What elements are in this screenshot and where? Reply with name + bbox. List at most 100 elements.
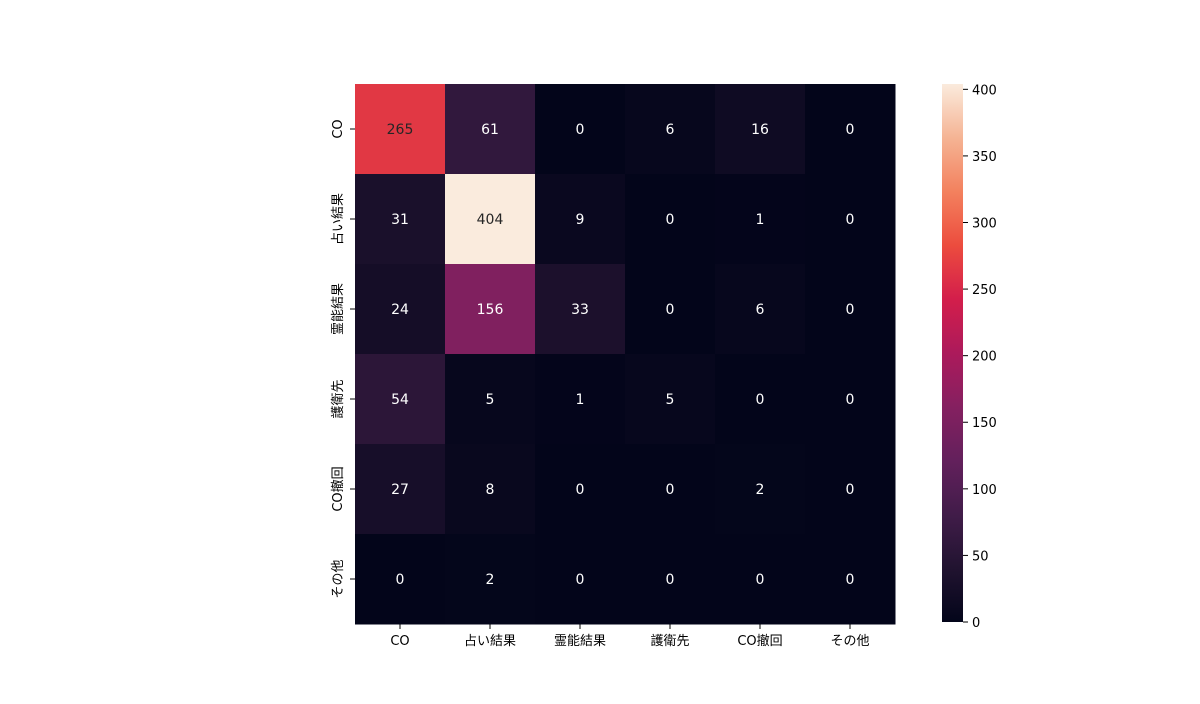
colorbar-tick-label: 250: [972, 283, 997, 298]
heatmap-cell: [625, 84, 716, 175]
cell-annotation: 0: [666, 302, 675, 318]
cell-annotation: 8: [486, 482, 495, 498]
cell-annotation: 16: [751, 122, 769, 138]
colorbar: 0 50 100 150 200 250 300 350 400: [942, 83, 997, 631]
y-tick-label: 護衛先: [330, 379, 346, 418]
heatmap-cell: [715, 264, 806, 355]
cell-annotation: 156: [477, 302, 504, 318]
heatmap-cell: [445, 354, 536, 445]
heatmap-cell: [805, 174, 896, 265]
heatmap-cell: [355, 534, 446, 625]
heatmap-cell: [445, 534, 536, 625]
x-axis: CO 占い結果 霊能結果 護衛先 CO撤回 その他: [390, 624, 870, 649]
colorbar-tick-label: 300: [972, 216, 997, 231]
heatmap-cell: [625, 534, 716, 625]
x-tick-label: CO: [390, 634, 409, 649]
cell-annotation: 6: [756, 302, 765, 318]
heatmap-cell: [355, 354, 446, 445]
cell-annotation: 27: [391, 482, 409, 498]
cell-annotation: 0: [846, 212, 855, 228]
heatmap-cell: [445, 84, 536, 175]
cell-annotation: 5: [486, 392, 495, 408]
heatmap-cell: [355, 174, 446, 265]
colorbar-tick-label: 200: [972, 350, 997, 365]
heatmap-cell: [535, 174, 626, 265]
cell-annotation: 0: [666, 572, 675, 588]
heatmap-cell: [535, 354, 626, 445]
y-tick-label: CO: [331, 119, 346, 138]
heatmap-cell: [625, 354, 716, 445]
colorbar-tick-label: 400: [972, 83, 997, 98]
cell-annotation: 0: [846, 482, 855, 498]
heatmap-cell: [445, 264, 536, 355]
heatmap-cell: [715, 444, 806, 535]
cell-annotation: 61: [481, 122, 499, 138]
cell-annotation: 0: [666, 212, 675, 228]
cell-annotation: 265: [387, 122, 414, 138]
heatmap-cell: [445, 444, 536, 535]
colorbar-tick-label: 350: [972, 150, 997, 165]
heatmap-cell: [535, 264, 626, 355]
colorbar-tick-label: 150: [972, 416, 997, 431]
y-tick-label: その他: [331, 559, 346, 598]
heatmap-cell: [355, 264, 446, 355]
x-tick-label: その他: [830, 634, 869, 649]
heatmap-cell: [805, 354, 896, 445]
cell-annotation: 0: [846, 572, 855, 588]
heatmap-cell: [535, 444, 626, 535]
cell-annotation: 0: [576, 572, 585, 588]
cell-annotation: 9: [576, 212, 585, 228]
heatmap-cell: [355, 444, 446, 535]
heatmap-cell: [445, 174, 536, 265]
cell-annotation: 0: [666, 482, 675, 498]
heatmap-cell: [715, 534, 806, 625]
heatmap-cells: [355, 84, 896, 625]
y-tick-label: CO撤回: [330, 466, 346, 511]
cell-annotation: 0: [576, 482, 585, 498]
cell-annotation: 31: [391, 212, 409, 228]
x-tick-label: 占い結果: [464, 634, 516, 649]
heatmap-cell: [625, 444, 716, 535]
heatmap-cell: [625, 174, 716, 265]
cell-annotation: 0: [846, 392, 855, 408]
x-tick-label: CO撤回: [737, 633, 782, 649]
cell-annotation: 0: [396, 572, 405, 588]
x-tick-label: 霊能結果: [554, 634, 606, 649]
heatmap-cell: [625, 264, 716, 355]
cell-annotation: 0: [846, 302, 855, 318]
cell-annotation: 0: [756, 392, 765, 408]
cell-annotation: 0: [846, 122, 855, 138]
cell-annotation: 404: [477, 212, 504, 228]
heatmap-cell: [805, 534, 896, 625]
heatmap-cell: [355, 84, 446, 175]
heatmap-cell: [535, 84, 626, 175]
cell-annotation: 1: [756, 212, 765, 228]
cell-annotation: 0: [576, 122, 585, 138]
cell-annotation: 33: [571, 302, 589, 318]
heatmap-cell: [715, 354, 806, 445]
heatmap-cell: [715, 174, 806, 265]
heatmap-cell: [805, 264, 896, 355]
colorbar-gradient: [942, 84, 963, 622]
x-tick-label: 護衛先: [650, 633, 689, 649]
heatmap-cell: [805, 84, 896, 175]
colorbar-tick-label: 50: [972, 549, 989, 564]
cell-annotation: 2: [486, 572, 495, 588]
y-tick-label: 霊能結果: [331, 283, 346, 335]
heatmap-cell: [535, 534, 626, 625]
cell-annotation: 54: [391, 392, 409, 408]
heatmap-cell: [715, 84, 806, 175]
colorbar-tick-label: 100: [972, 483, 997, 498]
cell-annotation: 24: [391, 302, 409, 318]
cell-annotation: 2: [756, 482, 765, 498]
cell-annotation: 5: [666, 392, 675, 408]
cell-annotation: 1: [576, 392, 585, 408]
y-tick-label: 占い結果: [331, 193, 346, 245]
cell-annotation: 0: [756, 572, 765, 588]
colorbar-tick-label: 0: [972, 616, 980, 631]
cell-annotation: 6: [666, 122, 675, 138]
cell-annotations: 265 61 0 6 16 0 31 404 9 0 1 0 24 156 33 0 6 0 54 5 1 5 0 0 27 8 0…: [387, 122, 855, 588]
